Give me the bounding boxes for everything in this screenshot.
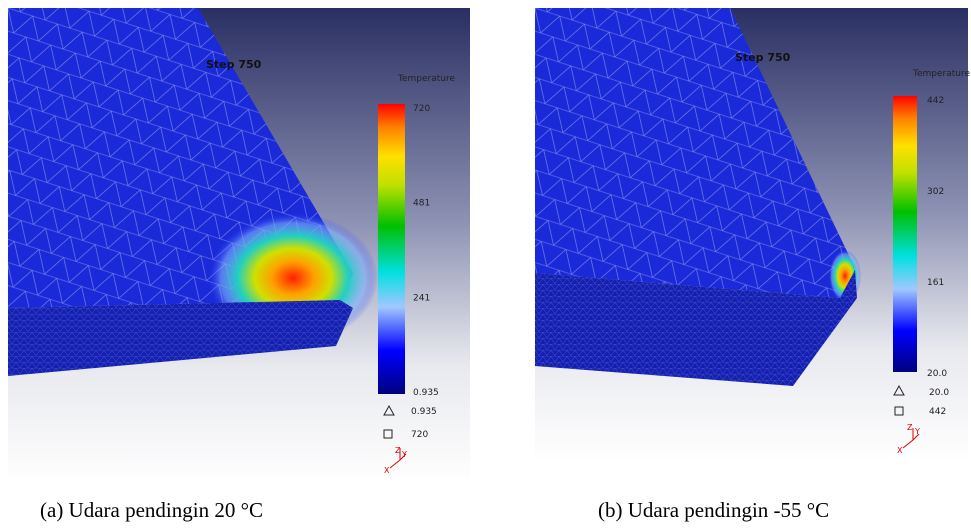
scale-label: 302 (927, 187, 944, 197)
panel-a: Step 750 Temperature 720 481 241 0.935 0.93… (8, 8, 470, 484)
axis-z: Z (395, 446, 401, 455)
axis-triad (902, 428, 920, 449)
scale-label: 20.0 (927, 369, 947, 379)
min-marker (893, 384, 905, 396)
axis-triad (389, 448, 407, 469)
axis-y: Y (914, 427, 920, 436)
max-marker (383, 429, 393, 439)
scale-label: 241 (413, 293, 430, 303)
color-bar (378, 104, 405, 394)
axis-y: Y (401, 450, 407, 459)
scale-label: 442 (927, 96, 944, 106)
scale-label: 720 (413, 104, 430, 114)
scale-label: 0.935 (413, 388, 439, 398)
axis-x: X (384, 466, 390, 475)
scale-label: 481 (413, 199, 430, 209)
max-marker (894, 406, 904, 416)
caption-b: (b) Udara pendingin -55 °C (598, 498, 829, 522)
axis-x: X (897, 446, 903, 455)
min-label: 0.935 (411, 407, 437, 417)
min-label: 20.0 (929, 388, 949, 398)
color-bar (893, 96, 917, 372)
axis-z: Z (907, 423, 913, 432)
step-label: Step 750 (206, 58, 262, 71)
step-label: Step 750 (735, 51, 791, 64)
caption-a: (a) Udara pendingin 20 °C (40, 498, 263, 522)
scale-label: 161 (927, 278, 944, 288)
max-label: 442 (929, 407, 946, 417)
min-marker (383, 404, 395, 416)
legend-title: Temperature (912, 69, 970, 79)
max-label: 720 (411, 430, 428, 440)
legend-title: Temperature (397, 74, 455, 84)
